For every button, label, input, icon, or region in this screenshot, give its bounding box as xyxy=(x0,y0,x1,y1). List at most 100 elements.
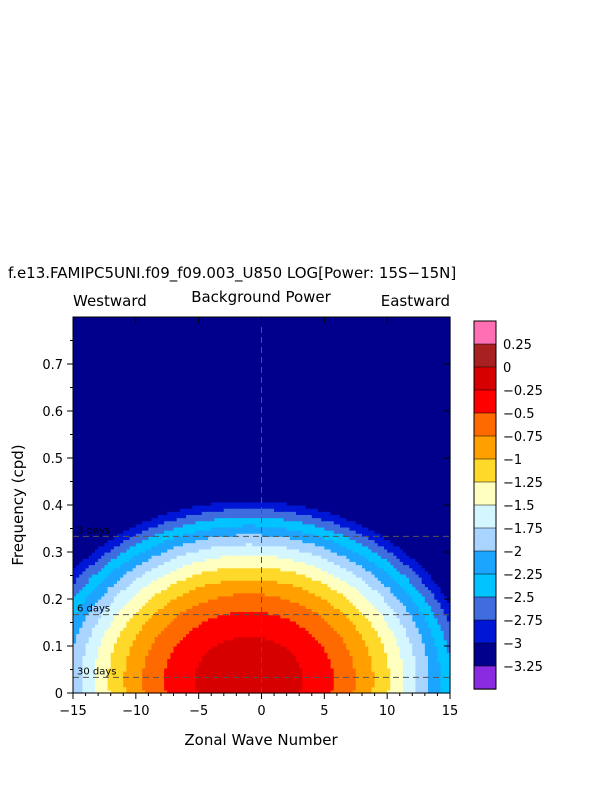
contour-cell xyxy=(85,627,90,631)
contour-cell xyxy=(113,570,118,575)
contour-cell xyxy=(76,689,80,694)
contour-cell xyxy=(138,451,143,456)
contour-cell xyxy=(129,323,134,327)
contour-cell xyxy=(120,376,124,381)
contour-cell xyxy=(132,461,137,465)
contour-cell xyxy=(79,470,84,475)
contour-cell xyxy=(145,664,149,669)
contour-cell xyxy=(120,624,124,628)
contour-cell xyxy=(126,570,131,575)
contour-cell xyxy=(129,671,134,675)
contour-cell xyxy=(76,473,80,478)
contour-cell xyxy=(120,420,124,425)
contour-cell xyxy=(101,376,106,381)
contour-cell xyxy=(94,652,99,656)
contour-cell xyxy=(129,617,134,622)
contour-cell xyxy=(110,498,115,503)
contour-cell xyxy=(145,470,149,475)
contour-cell xyxy=(126,411,131,415)
contour-cell xyxy=(101,454,106,459)
contour-cell xyxy=(85,602,90,606)
contour-cell xyxy=(123,561,128,566)
contour-cell xyxy=(82,520,87,525)
contour-cell xyxy=(73,445,77,450)
contour-cell xyxy=(107,458,112,462)
contour-cell xyxy=(91,536,96,541)
contour-cell xyxy=(82,602,87,606)
contour-cell xyxy=(116,445,121,450)
contour-cell xyxy=(98,417,102,421)
contour-cell xyxy=(145,489,149,494)
contour-cell xyxy=(82,461,87,465)
contour-cell xyxy=(129,570,134,575)
contour-cell xyxy=(116,417,121,421)
contour-cell xyxy=(107,323,112,327)
contour-cell xyxy=(104,348,109,353)
contour-cell xyxy=(135,649,140,653)
contour-cell xyxy=(120,445,124,450)
contour-cell xyxy=(123,555,128,559)
contour-cell xyxy=(116,545,121,550)
contour-cell xyxy=(129,317,134,321)
contour-cell xyxy=(94,630,99,635)
contour-cell xyxy=(88,655,93,660)
contour-cell xyxy=(104,505,109,509)
contour-cell xyxy=(76,674,80,678)
contour-cell xyxy=(126,426,131,431)
contour-cell xyxy=(120,646,124,650)
contour-cell xyxy=(94,360,99,365)
contour-cell xyxy=(148,505,153,509)
contour-cell xyxy=(76,404,80,409)
contour-cell xyxy=(138,492,143,497)
contour-cell xyxy=(82,605,87,609)
contour-cell xyxy=(88,379,93,384)
contour-cell xyxy=(98,404,102,409)
contour-cell xyxy=(101,683,106,688)
contour-cell xyxy=(129,642,134,647)
contour-cell xyxy=(135,646,140,650)
contour-cell xyxy=(129,580,134,584)
contour-cell xyxy=(79,686,84,691)
contour-cell xyxy=(110,348,115,353)
contour-cell xyxy=(116,473,121,478)
contour-cell xyxy=(123,592,128,597)
contour-cell xyxy=(101,439,106,443)
contour-cell xyxy=(123,567,128,572)
contour-cell xyxy=(73,423,77,428)
contour-cell xyxy=(129,620,134,625)
contour-cell xyxy=(138,526,143,531)
contour-cell xyxy=(113,335,118,340)
contour-cell xyxy=(76,458,80,462)
contour-cell xyxy=(113,511,118,515)
contour-cell xyxy=(88,389,93,393)
contour-cell xyxy=(154,552,159,556)
contour-cell xyxy=(98,370,102,374)
contour-cell xyxy=(151,577,156,581)
contour-cell xyxy=(151,489,156,494)
contour-cell xyxy=(138,517,143,522)
contour-cell xyxy=(151,667,156,672)
contour-cell xyxy=(88,552,93,556)
contour-cell xyxy=(82,354,87,359)
contour-cell xyxy=(104,414,109,418)
contour-cell xyxy=(98,614,102,619)
contour-cell xyxy=(79,514,84,519)
contour-cell xyxy=(101,401,106,406)
contour-cell xyxy=(129,470,134,475)
contour-cell xyxy=(116,348,121,353)
contour-cell xyxy=(85,533,90,537)
contour-cell xyxy=(110,323,115,327)
contour-cell xyxy=(94,483,99,487)
contour-cell xyxy=(79,683,84,688)
contour-cell xyxy=(91,655,96,660)
contour-cell xyxy=(98,633,102,638)
contour-cell xyxy=(73,411,77,415)
contour-cell xyxy=(126,611,131,616)
contour-cell xyxy=(107,530,112,534)
contour-cell xyxy=(107,514,112,519)
contour-cell xyxy=(85,577,90,581)
contour-cell xyxy=(91,570,96,575)
contour-cell xyxy=(94,674,99,678)
contour-cell xyxy=(76,342,80,346)
contour-cell xyxy=(138,338,143,343)
